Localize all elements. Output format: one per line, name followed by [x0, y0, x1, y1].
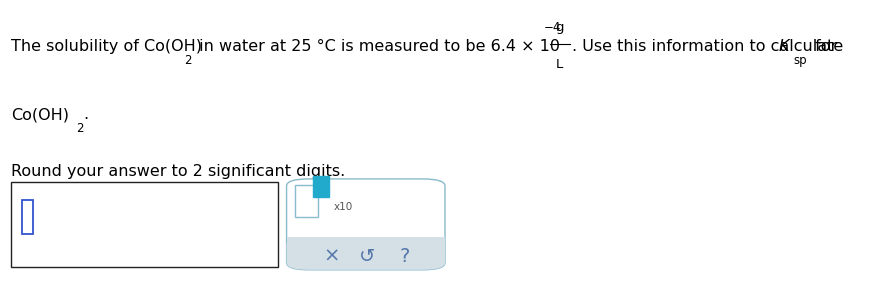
FancyBboxPatch shape — [22, 200, 33, 234]
Text: The solubility of Co(OH): The solubility of Co(OH) — [11, 39, 202, 54]
Text: 2: 2 — [184, 54, 191, 67]
Text: ?: ? — [400, 247, 410, 266]
Text: ×: × — [324, 247, 340, 266]
Text: . Use this information to calculate: . Use this information to calculate — [572, 39, 849, 54]
FancyBboxPatch shape — [287, 237, 445, 270]
Bar — [287, 237, 445, 263]
FancyBboxPatch shape — [11, 182, 278, 267]
FancyBboxPatch shape — [313, 176, 329, 197]
Text: 2: 2 — [76, 122, 83, 135]
Text: Round your answer to 2 significant digits.: Round your answer to 2 significant digit… — [11, 164, 345, 179]
Text: g: g — [555, 21, 564, 34]
Text: x10: x10 — [334, 202, 353, 212]
Text: L: L — [556, 58, 563, 71]
Text: Co(OH): Co(OH) — [11, 107, 69, 122]
Text: ↺: ↺ — [360, 247, 376, 266]
Text: K: K — [779, 39, 789, 54]
Text: in water at 25 °C is measured to be 6.4 × 10: in water at 25 °C is measured to be 6.4 … — [194, 39, 560, 54]
Text: for: for — [810, 39, 837, 54]
Text: sp: sp — [793, 54, 806, 67]
Text: .: . — [84, 107, 89, 122]
FancyBboxPatch shape — [287, 179, 445, 270]
Text: −4: −4 — [544, 21, 562, 34]
FancyBboxPatch shape — [295, 185, 318, 217]
